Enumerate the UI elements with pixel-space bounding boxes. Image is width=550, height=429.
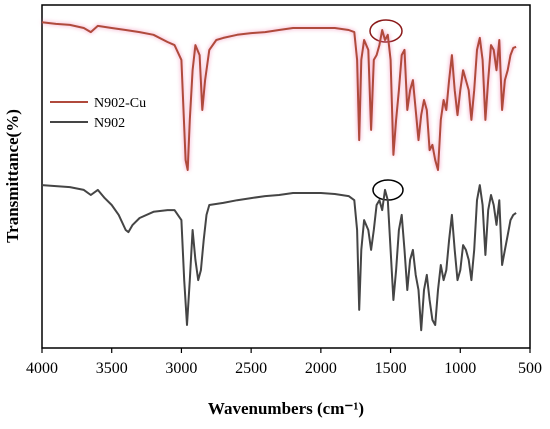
x-axis-label: Wavenumbers (cm⁻¹) (208, 399, 364, 418)
legend-label: N902 (94, 116, 125, 131)
highlight-circle (372, 179, 404, 201)
x-tick-label: 2000 (305, 360, 337, 377)
x-tick-label: 500 (518, 360, 542, 377)
x-tick-label: 2500 (235, 360, 267, 377)
x-tick-label: 3000 (165, 360, 197, 377)
plot-frame (41, 4, 531, 349)
highlight-circle (369, 19, 403, 43)
x-tick-label: 1000 (444, 360, 476, 377)
x-tick-label: 1500 (375, 360, 407, 377)
y-axis-label: Transmittance(%) (3, 109, 22, 243)
legend-label: N902-Cu (94, 96, 146, 111)
x-tick-label: 3500 (96, 360, 128, 377)
spectrum-line (41, 21, 517, 171)
spectrum-line (41, 184, 517, 332)
x-tick-label: 4000 (26, 360, 58, 377)
